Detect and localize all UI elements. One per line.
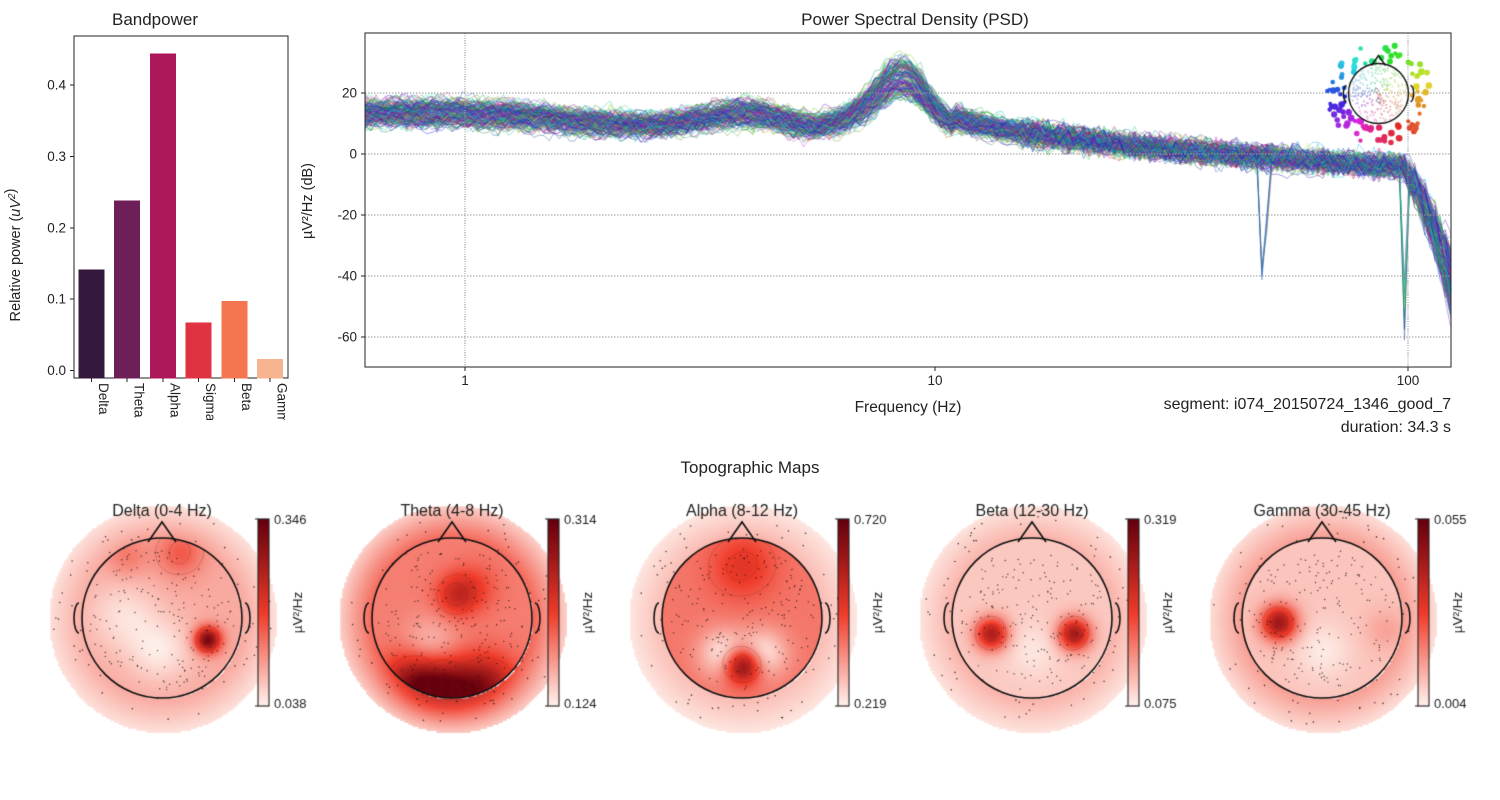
svg-text:Delta: Delta: [96, 383, 111, 415]
svg-text:0.1: 0.1: [47, 292, 66, 307]
svg-text:Gamma: Gamma: [275, 383, 290, 420]
svg-text:Sigma: Sigma: [203, 383, 218, 420]
svg-text:Beta: Beta: [239, 383, 254, 411]
svg-text:0.4: 0.4: [47, 78, 66, 93]
svg-text:Alpha: Alpha: [167, 383, 182, 418]
svg-text:0.3: 0.3: [47, 149, 66, 164]
svg-text:0.0: 0.0: [47, 363, 66, 378]
svg-text:0.2: 0.2: [47, 220, 66, 235]
svg-text:Theta: Theta: [132, 383, 147, 418]
svg-text:Relative power (uV2): Relative power (uV2): [3, 189, 24, 322]
